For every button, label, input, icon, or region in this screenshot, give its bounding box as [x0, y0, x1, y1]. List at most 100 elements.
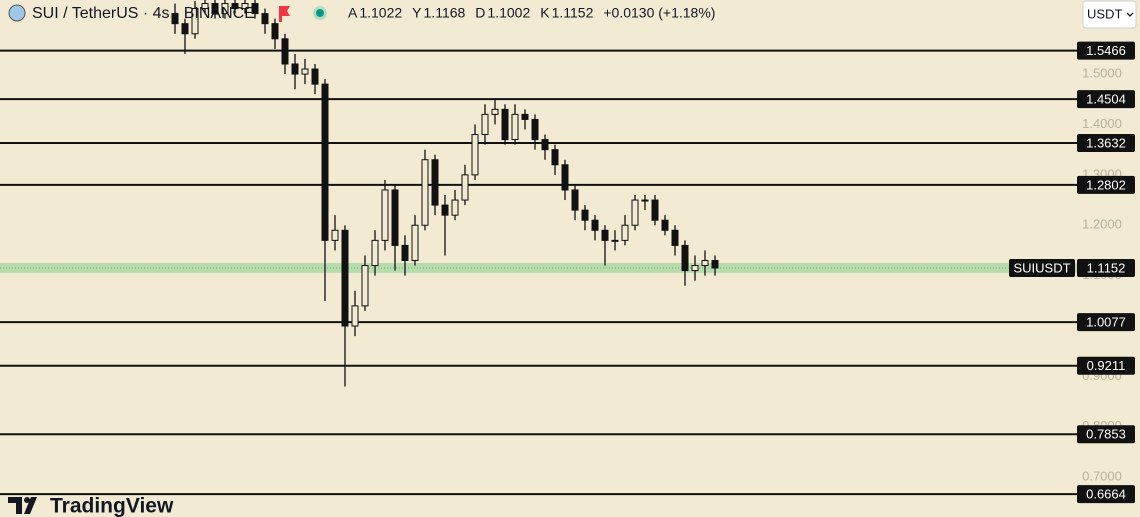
- level-label-box: [1077, 175, 1135, 194]
- candle-body: [691, 265, 699, 272]
- level-label: 1.4504: [1086, 92, 1126, 107]
- ohlc-key: Y: [412, 5, 422, 21]
- candle-body: [331, 229, 339, 241]
- candle-body: [711, 260, 719, 269]
- candle-body: [651, 199, 659, 221]
- last-price-box: [1077, 258, 1135, 277]
- ohlc-key: A: [348, 5, 358, 21]
- candle-body: [261, 13, 269, 25]
- candle-body: [311, 68, 319, 85]
- candle-body: [271, 23, 279, 40]
- candle-body: [221, 3, 229, 15]
- dropdown-arrow: [1126, 12, 1134, 17]
- ohlc-change: +0.0130 (+1.18%): [603, 5, 715, 21]
- candle-body: [421, 159, 429, 226]
- candle-body: [561, 164, 569, 191]
- level-label-box: [1077, 90, 1135, 109]
- ohlc-key: D: [475, 5, 485, 21]
- candle-body: [701, 260, 709, 267]
- level-label: 0.6664: [1086, 487, 1126, 502]
- ohlc-value: 1.1002: [487, 5, 530, 21]
- status-dot: [316, 9, 324, 17]
- brand-name: TradingView: [50, 495, 174, 517]
- candle-body: [191, 8, 199, 35]
- candle-body: [251, 3, 259, 15]
- level-label-box: [1077, 485, 1135, 504]
- level-label-box: [1077, 313, 1135, 332]
- candle-body: [441, 204, 449, 216]
- candle-body: [481, 113, 489, 136]
- ohlc-value: 1.1022: [359, 5, 402, 21]
- candle-body: [341, 229, 349, 327]
- candle-body: [291, 63, 299, 75]
- y-tick-label: 1.4000: [1082, 116, 1122, 131]
- flag-icon[interactable]: [279, 6, 290, 22]
- price-band: [0, 262, 1077, 273]
- level-label: 0.9211: [1087, 358, 1126, 373]
- candle-body: [661, 219, 669, 231]
- candle-body: [551, 149, 559, 166]
- candle-body: [581, 209, 589, 221]
- level-label-box: [1077, 425, 1135, 444]
- candle-body: [611, 239, 619, 242]
- candle-body: [381, 189, 389, 241]
- candle-body: [621, 224, 629, 241]
- candle-body: [541, 139, 549, 151]
- ohlc-key: K: [540, 5, 550, 21]
- brand-icon-dot: [24, 497, 30, 503]
- level-label-box: [1077, 356, 1135, 375]
- level-label: 1.3632: [1086, 135, 1126, 150]
- ohlc-value: 1.1168: [424, 5, 466, 21]
- candle-body: [391, 189, 399, 246]
- candle-body: [181, 23, 189, 35]
- candle-body: [401, 244, 409, 262]
- candle-body: [231, 3, 239, 10]
- ohlc-value: 1.1152: [552, 5, 594, 21]
- level-label: 1.5466: [1086, 43, 1126, 58]
- candle-body: [681, 244, 689, 272]
- candle-body: [471, 134, 479, 176]
- symbol-icon: [8, 4, 26, 22]
- candle-body: [411, 224, 419, 262]
- candle-body: [511, 113, 519, 141]
- candle-body: [241, 3, 249, 10]
- candle-body: [571, 189, 579, 211]
- level-label-box: [1077, 41, 1135, 60]
- candle-body: [461, 174, 469, 201]
- brand-icon: [8, 497, 37, 514]
- level-label: 1.2802: [1086, 177, 1126, 192]
- candle-body: [351, 305, 359, 327]
- candle-body: [591, 219, 599, 231]
- candle-body: [491, 108, 499, 115]
- candle-body: [211, 3, 219, 15]
- candle-body: [361, 265, 369, 307]
- symbol-label-box: [1009, 258, 1075, 277]
- candle-body: [281, 38, 289, 65]
- chart-title: SUI / TetherUS · 4s · BINANCE: [32, 5, 255, 22]
- candle-body: [201, 3, 209, 10]
- symbol-label: SUIUSDT: [1013, 260, 1070, 275]
- candle-body: [501, 108, 509, 141]
- currency-label[interactable]: USDT: [1087, 6, 1122, 21]
- candle-body: [171, 13, 179, 25]
- currency-button[interactable]: [1082, 0, 1137, 29]
- last-price-label: 1.1152: [1087, 260, 1126, 275]
- candle-body: [631, 199, 639, 226]
- level-label-box: [1077, 134, 1135, 153]
- candle-body: [321, 83, 329, 241]
- candle-body: [641, 199, 649, 202]
- candle-body: [371, 239, 379, 267]
- candle-body: [431, 159, 439, 206]
- y-tick-label: 0.7000: [1082, 469, 1122, 484]
- candle-body: [451, 199, 459, 216]
- candle-body: [671, 229, 679, 246]
- y-tick-label: 1.2000: [1082, 217, 1122, 232]
- level-label: 0.7853: [1086, 427, 1126, 442]
- candle-body: [521, 113, 529, 120]
- candle-body: [531, 118, 539, 141]
- candle-body: [301, 68, 309, 75]
- y-tick-label: 1.5000: [1082, 66, 1122, 81]
- level-label: 1.0077: [1086, 315, 1126, 330]
